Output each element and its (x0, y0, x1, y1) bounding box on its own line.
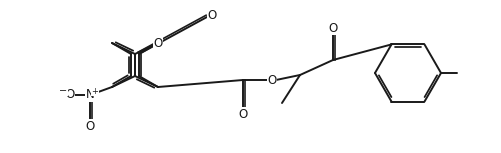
Text: O: O (85, 119, 95, 132)
Text: O: O (207, 9, 216, 22)
Text: O: O (153, 37, 163, 50)
Text: O: O (268, 73, 277, 86)
Text: +: + (92, 86, 98, 95)
Text: O: O (238, 108, 247, 121)
Text: N: N (86, 88, 94, 101)
Text: −: − (59, 86, 67, 96)
Text: O: O (65, 88, 75, 101)
Text: O: O (328, 22, 338, 34)
